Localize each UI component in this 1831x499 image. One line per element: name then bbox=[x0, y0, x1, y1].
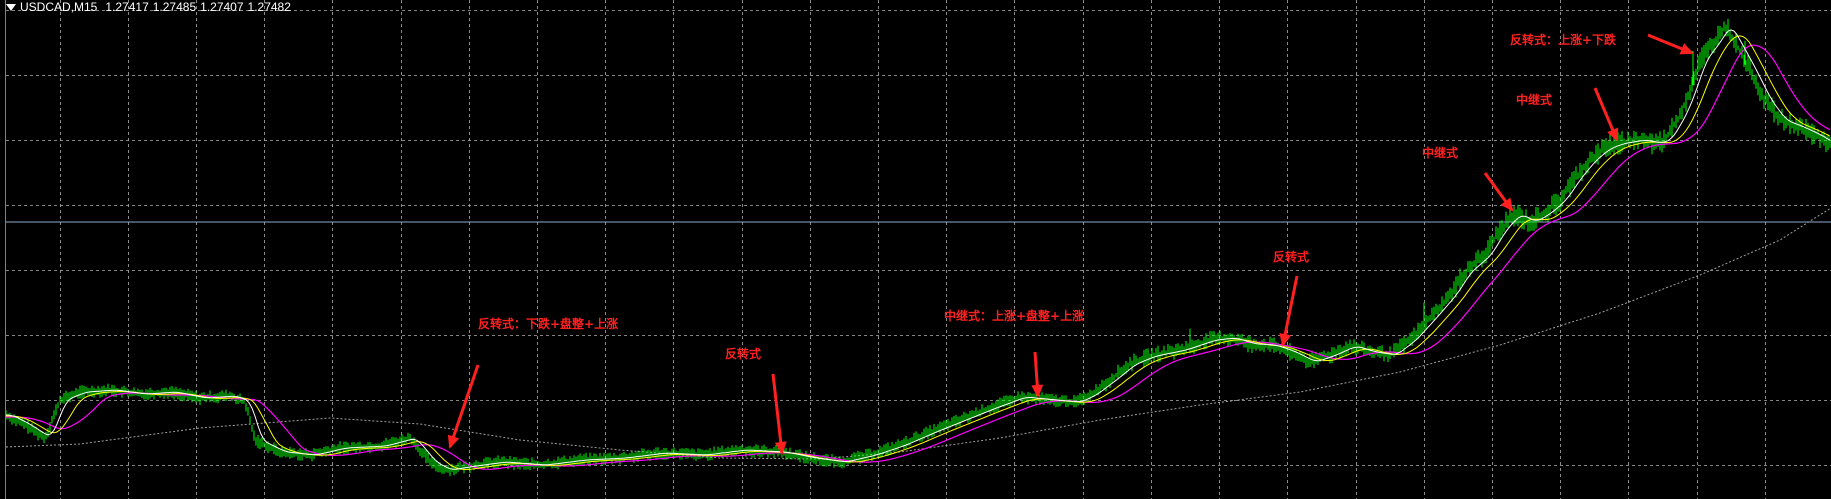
annotation-continuation-1: 中继式：上涨+盘整+上涨 bbox=[944, 309, 1085, 323]
price-bars bbox=[5, 18, 1831, 477]
high-value: 1.27485 bbox=[152, 0, 197, 14]
annotation-reversal-1: 反转式：下跌+盘整+上涨 bbox=[478, 317, 619, 331]
arrow-reversal-4 bbox=[1647, 33, 1694, 55]
arrow-reversal-2 bbox=[771, 373, 787, 455]
chart-title-bar: USDCAD,M15 1.27417 1.27485 1.27407 1.27482 bbox=[6, 0, 295, 14]
arrow-reversal-1 bbox=[447, 364, 480, 449]
close-value: 1.27482 bbox=[247, 0, 291, 14]
chart-grid bbox=[6, 0, 1831, 499]
arrow-reversal-3 bbox=[1279, 275, 1299, 347]
annotation-reversal-3: 反转式 bbox=[1273, 250, 1310, 264]
low-value: 1.27407 bbox=[200, 0, 244, 14]
annotation-reversal-4: 反转式：上涨+下跌 bbox=[1510, 33, 1617, 47]
ohlc-values: 1.27417 1.27485 1.27407 1.27482 bbox=[105, 0, 295, 14]
arrow-continuation-3 bbox=[1593, 87, 1619, 142]
ma-long-line bbox=[5, 207, 1831, 460]
annotation-continuation-3: 中继式 bbox=[1516, 93, 1553, 107]
annotation-arrows bbox=[447, 33, 1694, 455]
open-value: 1.27417 bbox=[105, 0, 149, 14]
annotation-reversal-2: 反转式 bbox=[725, 347, 762, 361]
ma-mid-line bbox=[6, 35, 1831, 470]
title-dropdown-icon[interactable] bbox=[6, 4, 16, 11]
arrow-continuation-1 bbox=[1031, 351, 1044, 398]
symbol-label: USDCAD,M15 bbox=[20, 0, 98, 14]
ma-fast-line bbox=[5, 29, 1831, 470]
annotation-continuation-2: 中继式 bbox=[1422, 146, 1459, 160]
ma-slow-line bbox=[6, 44, 1831, 470]
arrow-continuation-2 bbox=[1483, 172, 1514, 212]
